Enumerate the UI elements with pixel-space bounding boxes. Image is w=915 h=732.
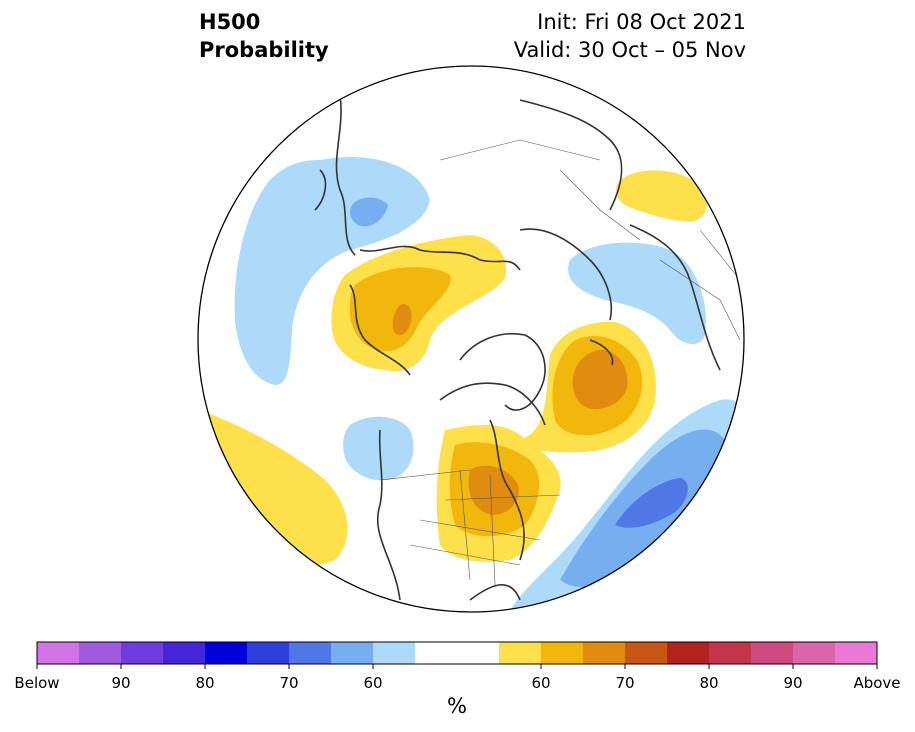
colorbar-cell — [373, 642, 416, 664]
valid-date: Valid: 30 Oct – 05 Nov — [513, 38, 746, 62]
anomaly-alaska-above-70 — [392, 303, 412, 336]
colorbar-ticks — [36, 664, 878, 669]
map-area — [198, 66, 744, 612]
colorbar-cell — [247, 642, 290, 664]
colorbar-cell — [835, 642, 878, 664]
anomaly-west-asia-above — [616, 170, 707, 222]
colorbar-tick-label: 60 — [531, 674, 551, 692]
colorbar-cell — [667, 642, 710, 664]
colorbar-cell — [163, 642, 206, 664]
colorbar-cell — [709, 642, 752, 664]
colorbar-units: % — [447, 694, 467, 718]
borders — [379, 139, 741, 586]
colorbar-cell — [289, 642, 332, 664]
colorbar-tick-label: Above — [853, 674, 901, 692]
colorbar-cell — [79, 642, 122, 664]
colorbar-cell — [793, 642, 836, 664]
colorbar-cell — [121, 642, 164, 664]
colorbar-tick-label: 90 — [111, 674, 131, 692]
forecast-dates: Init: Fri 08 Oct 2021 Valid: 30 Oct – 05… — [514, 8, 746, 64]
title-product: Probability — [199, 38, 329, 62]
colorbar-cell — [457, 642, 500, 664]
colorbar-tick-label: 60 — [363, 674, 383, 692]
colorbar-frame — [36, 641, 878, 665]
colorbar-cell — [541, 642, 584, 664]
anomaly-north-atlantic-below-70 — [615, 478, 688, 528]
anomaly-greenland-above-70 — [572, 349, 628, 410]
colorbar-tick-label: 80 — [195, 674, 215, 692]
colorbar-tick-label: 90 — [783, 674, 803, 692]
colorbar-tick-label: 80 — [699, 674, 719, 692]
globe-outline — [197, 65, 745, 613]
colorbar-cell — [499, 642, 542, 664]
map-title: H500 Probability — [199, 8, 329, 64]
colorbar-cell — [331, 642, 374, 664]
init-date: Init: Fri 08 Oct 2021 — [537, 10, 746, 34]
colorbar-cell — [625, 642, 668, 664]
colorbar-cell — [205, 642, 248, 664]
colorbar-cell — [415, 642, 458, 664]
colorbar-tick-label: 70 — [615, 674, 635, 692]
anomaly-bc-below — [343, 416, 414, 481]
colorbar-cell — [583, 642, 626, 664]
colorbar-tick-label: Below — [14, 674, 60, 692]
polar-map — [197, 65, 745, 613]
title-variable: H500 — [199, 10, 261, 34]
anomaly-eastern-canada-above-70 — [468, 465, 519, 515]
colorbar-cell — [37, 642, 80, 664]
colorbar-cell — [751, 642, 794, 664]
colorbar-cells — [37, 642, 878, 664]
anomaly-siberia-below-60 — [350, 197, 388, 227]
colorbar-tick-label: 70 — [279, 674, 299, 692]
